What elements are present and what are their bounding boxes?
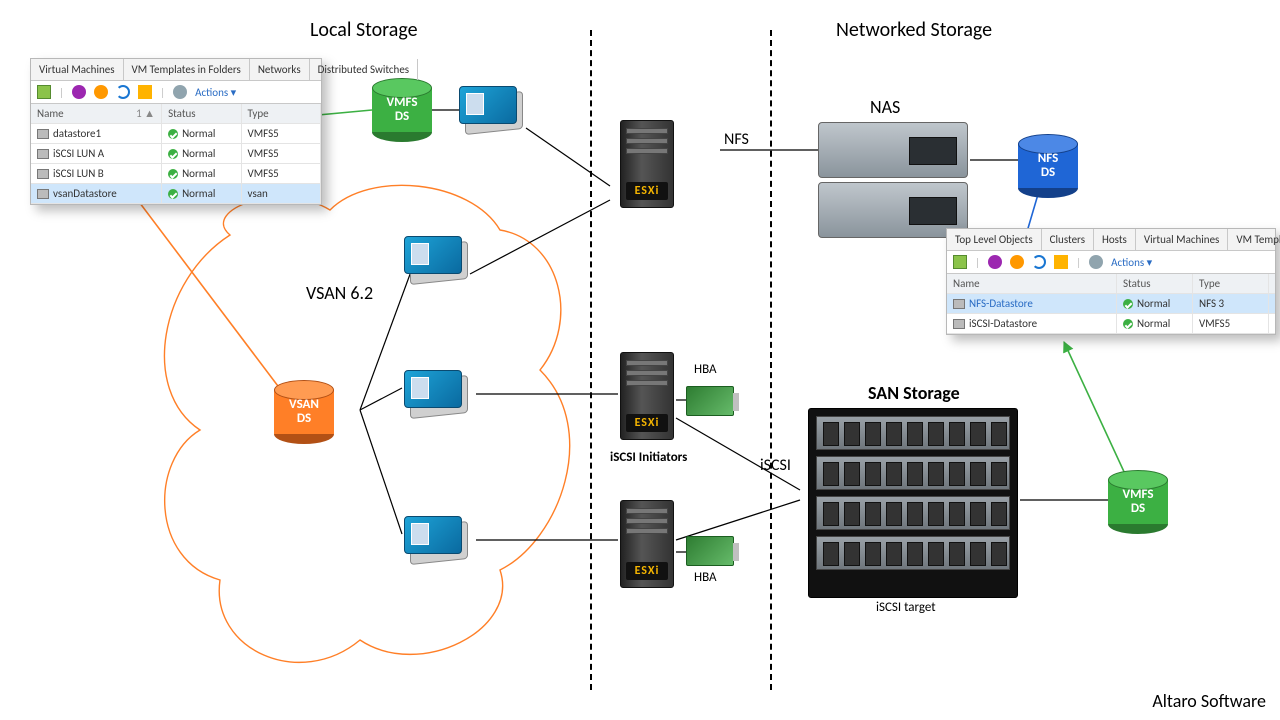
ok-icon xyxy=(168,129,178,139)
esxi-host-1: ESXi xyxy=(620,120,674,208)
datastore-icon xyxy=(953,299,965,309)
col-type[interactable]: Type xyxy=(1193,274,1269,293)
tab[interactable]: VM Templates in Folders xyxy=(124,59,250,80)
tab[interactable]: Clusters xyxy=(1042,229,1094,250)
browse-icon[interactable] xyxy=(94,85,108,99)
divider-left xyxy=(590,30,592,690)
datastore-icon xyxy=(37,169,49,179)
disk-vsan-2 xyxy=(404,370,474,420)
label-iscsi: iSCSI xyxy=(760,456,791,475)
toolbar-right: | | Actions ▾ xyxy=(947,251,1275,274)
table-row[interactable]: iSCSI LUN ANormalVMFS5 xyxy=(31,144,321,164)
title-san: SAN Storage xyxy=(868,382,960,404)
register-icon[interactable] xyxy=(988,255,1002,269)
ok-icon xyxy=(1123,319,1133,329)
disk-local-1 xyxy=(459,86,529,136)
datastore-icon xyxy=(37,149,49,159)
ok-icon xyxy=(168,189,178,199)
title-vsan: VSAN 6.2 xyxy=(306,282,373,304)
footer-brand: Altaro Software xyxy=(1152,690,1266,712)
refresh-icon[interactable] xyxy=(116,85,130,99)
title-nas: NAS xyxy=(870,96,900,118)
refresh-icon[interactable] xyxy=(1032,255,1046,269)
tab[interactable]: Virtual Machines xyxy=(1136,229,1229,250)
divider-right xyxy=(770,30,772,690)
cyl-vmfs-local: VMFSDS xyxy=(372,78,432,142)
vsan-cloud xyxy=(164,185,569,662)
san-array xyxy=(808,408,1018,598)
tabs-right: Top Level Objects Clusters Hosts Virtual… xyxy=(947,229,1275,251)
label-nfs: NFS xyxy=(724,130,749,149)
actions-menu[interactable]: Actions ▾ xyxy=(195,86,236,99)
col-status[interactable]: Status xyxy=(162,104,241,123)
col-name[interactable]: Name1 ▲ xyxy=(31,104,162,123)
label-iscsi-target: iSCSI target xyxy=(876,600,936,615)
col-name[interactable]: Name xyxy=(947,274,1117,293)
datastore-icon xyxy=(37,129,49,139)
register-icon[interactable] xyxy=(72,85,86,99)
tabs-left: Virtual Machines VM Templates in Folders… xyxy=(31,59,321,81)
new-icon[interactable] xyxy=(953,255,967,269)
window-datastores-left: Virtual Machines VM Templates in Folders… xyxy=(30,58,322,205)
label-hba-2: HBA xyxy=(694,570,717,585)
manage-icon[interactable] xyxy=(1054,255,1068,269)
cyl-vsan: VSANDS xyxy=(274,380,334,444)
table-row[interactable]: datastore1NormalVMFS5 xyxy=(31,124,321,144)
label-initiators: iSCSI Initiators xyxy=(610,450,687,465)
manage-icon[interactable] xyxy=(138,85,152,99)
arrow-vsan-to-table xyxy=(124,182,290,402)
datastore-icon xyxy=(37,189,49,199)
col-type[interactable]: Type xyxy=(242,104,321,123)
tab[interactable]: Virtual Machines xyxy=(31,59,124,80)
nas-unit-1 xyxy=(818,122,968,178)
hba-1 xyxy=(686,386,734,416)
new-icon[interactable] xyxy=(37,85,51,99)
datastore-icon xyxy=(953,319,965,329)
esxi-host-3: ESXi xyxy=(620,500,674,588)
toolbar-left: | | Actions ▾ xyxy=(31,81,321,104)
gear-icon[interactable] xyxy=(173,85,187,99)
title-local: Local Storage xyxy=(310,18,418,42)
tab[interactable]: Networks xyxy=(250,59,310,80)
col-status[interactable]: Status xyxy=(1117,274,1193,293)
window-datastores-right: Top Level Objects Clusters Hosts Virtual… xyxy=(946,228,1276,335)
tab[interactable]: Top Level Objects xyxy=(947,229,1042,250)
tab[interactable]: Hosts xyxy=(1094,229,1136,250)
label-hba-1: HBA xyxy=(694,362,717,377)
table-row[interactable]: vsanDatastoreNormalvsan xyxy=(31,184,321,204)
disk-vsan-1 xyxy=(404,236,474,286)
title-networked: Networked Storage xyxy=(836,18,992,42)
table-row[interactable]: iSCSI-DatastoreNormalVMFS5 xyxy=(947,314,1275,334)
browse-icon[interactable] xyxy=(1010,255,1024,269)
disk-vsan-3 xyxy=(404,516,474,566)
gear-icon[interactable] xyxy=(1089,255,1103,269)
tab[interactable]: VM Templat xyxy=(1228,229,1280,250)
ok-icon xyxy=(168,169,178,179)
tab[interactable]: Distributed Switches xyxy=(310,59,419,80)
ok-icon xyxy=(168,149,178,159)
ok-icon xyxy=(1123,299,1133,309)
table-row[interactable]: NFS-DatastoreNormalNFS 3 xyxy=(947,294,1275,314)
hba-2 xyxy=(686,536,734,566)
cyl-nfs: NFSDS xyxy=(1018,134,1078,198)
actions-menu[interactable]: Actions ▾ xyxy=(1111,256,1152,269)
esxi-host-2: ESXi xyxy=(620,352,674,440)
cyl-vmfs-san: VMFSDS xyxy=(1108,470,1168,534)
table-row[interactable]: iSCSI LUN BNormalVMFS5 xyxy=(31,164,321,184)
